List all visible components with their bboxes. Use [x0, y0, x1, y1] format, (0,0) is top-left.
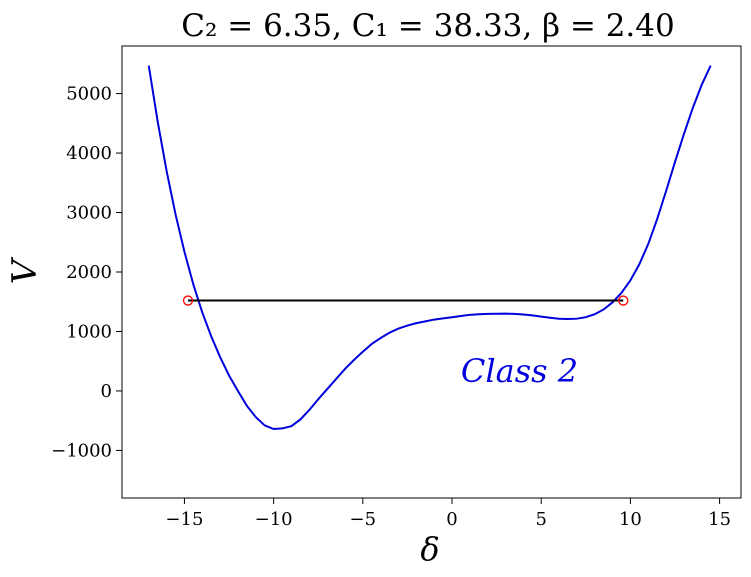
x-tick-label: 10: [619, 509, 642, 530]
x-tick-label: 5: [535, 509, 546, 530]
turning-point-marker: [618, 295, 629, 306]
y-tick-label: 3000: [66, 203, 112, 224]
y-tick-label: 2000: [66, 262, 112, 283]
x-tick-label: 0: [446, 509, 457, 530]
x-tick-label: −15: [165, 509, 203, 530]
x-axis-ticks: −15 −10 −5 0 5 10 15: [165, 498, 731, 530]
class-annotation: Class 2: [461, 352, 578, 390]
frame-layer: [121, 45, 742, 499]
plot-frame: [121, 45, 742, 499]
chart-title: C₂ = 6.35, C₁ = 38.33, β = 2.40: [181, 8, 674, 44]
y-tick-label: 5000: [66, 84, 112, 105]
x-tick-label: −10: [255, 509, 293, 530]
curve-layer: [147, 65, 712, 431]
y-tick-label: −1000: [51, 440, 112, 461]
y-tick-label: 1000: [66, 321, 112, 342]
turning-point-marker: [182, 295, 194, 306]
y-tick-label: 0: [101, 381, 112, 402]
x-tick-label: 15: [708, 509, 731, 530]
x-tick-label: −5: [350, 509, 377, 530]
y-tick-label: 4000: [66, 143, 112, 164]
potential-curve: [147, 65, 712, 431]
marker-layer: [182, 295, 629, 306]
x-axis-label: δ: [420, 530, 439, 568]
y-axis-label: V: [5, 256, 45, 284]
y-axis-ticks: −1000 0 1000 2000 3000 4000 5000: [51, 84, 122, 461]
